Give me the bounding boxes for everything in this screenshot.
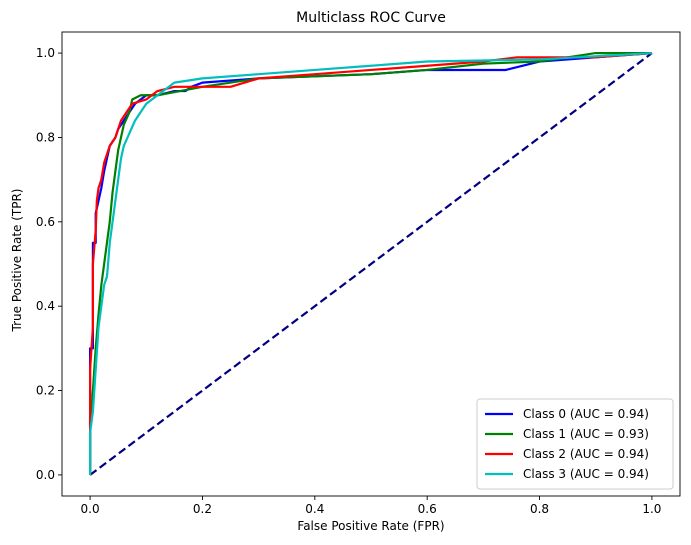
x-axis-label: False Positive Rate (FPR) <box>297 519 444 533</box>
legend-box <box>476 398 674 490</box>
y-tick-label: 0.2 <box>36 384 55 398</box>
y-tick-label: 0.8 <box>36 130 55 144</box>
y-tick-label: 1.0 <box>36 46 55 60</box>
roc-curve-class-1 <box>88 51 652 475</box>
legend-label-class-1: Class 1 (AUC = 0.93) <box>523 427 649 441</box>
legend: Class 0 (AUC = 0.94) Class 1 (AUC = 0.93)… <box>476 398 674 490</box>
roc-curve-class-2 <box>88 51 652 475</box>
chart-title: Multiclass ROC Curve <box>296 10 446 26</box>
x-tick-label: 0.6 <box>418 502 437 516</box>
x-tick-label: 0.2 <box>193 502 212 516</box>
y-axis-label: True Positive Rate (TPR) <box>10 189 24 333</box>
y-tick-label: 0.0 <box>36 468 55 482</box>
legend-label-class-3: Class 3 (AUC = 0.94) <box>523 467 649 481</box>
chance-diagonal-line <box>89 52 653 476</box>
legend-label-class-0: Class 0 (AUC = 0.94) <box>523 407 649 421</box>
x-tick-label: 0.0 <box>81 502 100 516</box>
y-tick-label: 0.6 <box>36 215 55 229</box>
x-tick-label: 0.8 <box>530 502 549 516</box>
roc-curve-class-3 <box>88 51 652 475</box>
plot-area: 0.0 0.2 0.4 0.6 0.8 1.0 0.0 0.2 0.4 0.6 0.8 1.0 Clas… <box>36 31 681 516</box>
legend-label-class-2: Class 2 (AUC = 0.94) <box>523 447 649 461</box>
axes-frame <box>61 31 681 497</box>
x-tick-label: 0.4 <box>305 502 324 516</box>
y-tick-label: 0.4 <box>36 299 55 313</box>
x-tick-label: 1.0 <box>642 502 661 516</box>
